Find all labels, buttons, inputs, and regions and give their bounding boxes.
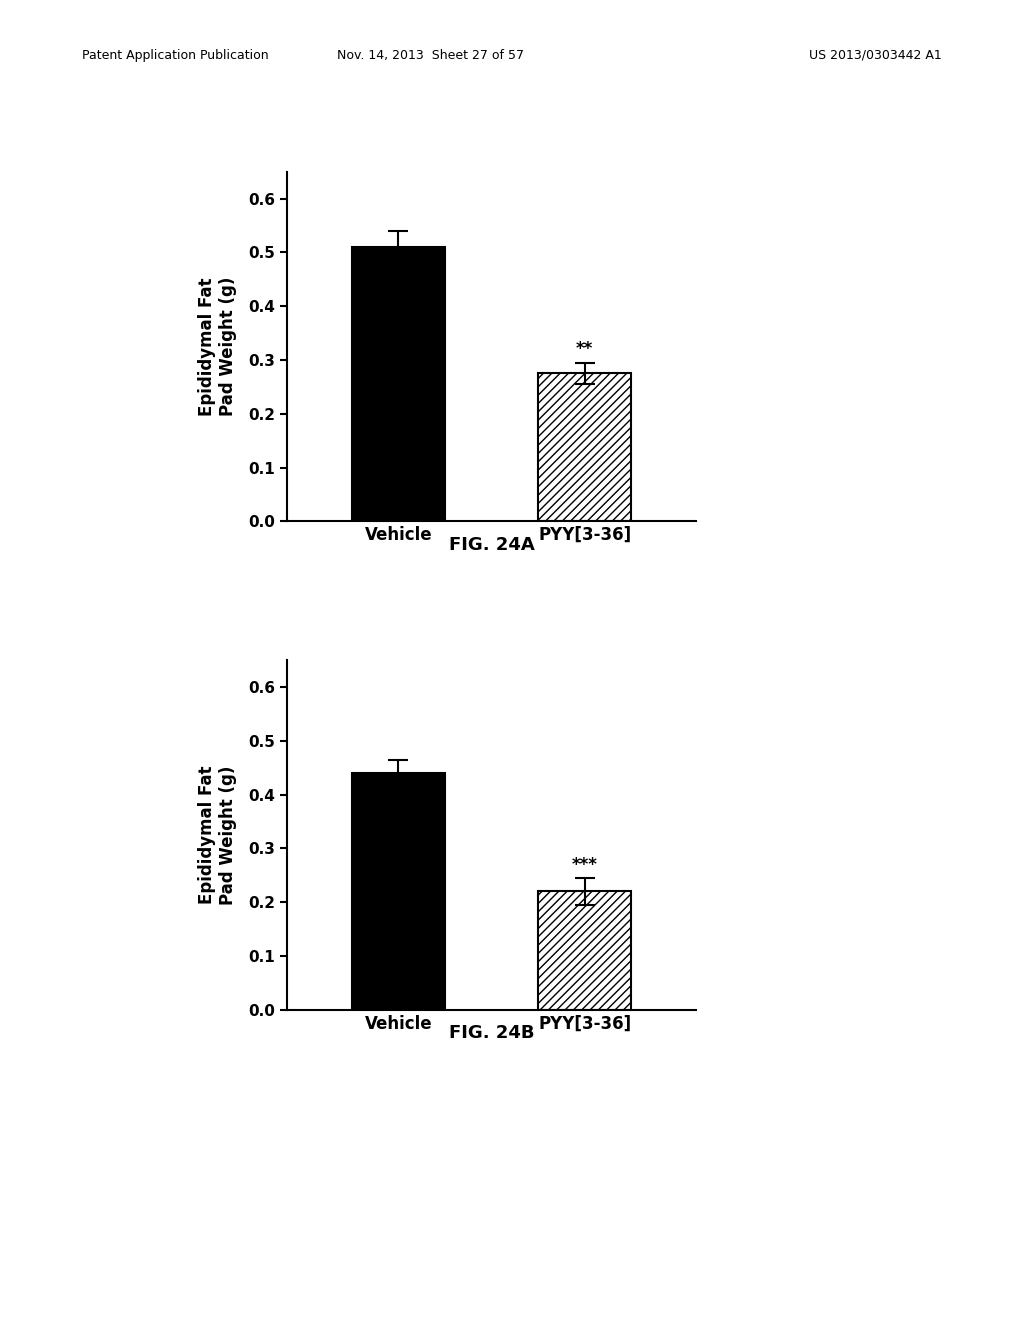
Text: Nov. 14, 2013  Sheet 27 of 57: Nov. 14, 2013 Sheet 27 of 57 bbox=[337, 49, 523, 62]
Y-axis label: Epididymal Fat
Pad Weight (g): Epididymal Fat Pad Weight (g) bbox=[198, 766, 237, 904]
Text: FIG. 24A: FIG. 24A bbox=[449, 536, 535, 554]
Text: US 2013/0303442 A1: US 2013/0303442 A1 bbox=[809, 49, 942, 62]
Text: FIG. 24B: FIG. 24B bbox=[449, 1024, 535, 1043]
Text: ***: *** bbox=[571, 855, 598, 874]
Y-axis label: Epididymal Fat
Pad Weight (g): Epididymal Fat Pad Weight (g) bbox=[198, 277, 237, 416]
Text: **: ** bbox=[575, 341, 593, 358]
Bar bbox=[538, 374, 631, 521]
Bar bbox=[538, 891, 631, 1010]
Text: Patent Application Publication: Patent Application Publication bbox=[82, 49, 268, 62]
Bar bbox=[352, 247, 445, 521]
Bar bbox=[352, 774, 445, 1010]
